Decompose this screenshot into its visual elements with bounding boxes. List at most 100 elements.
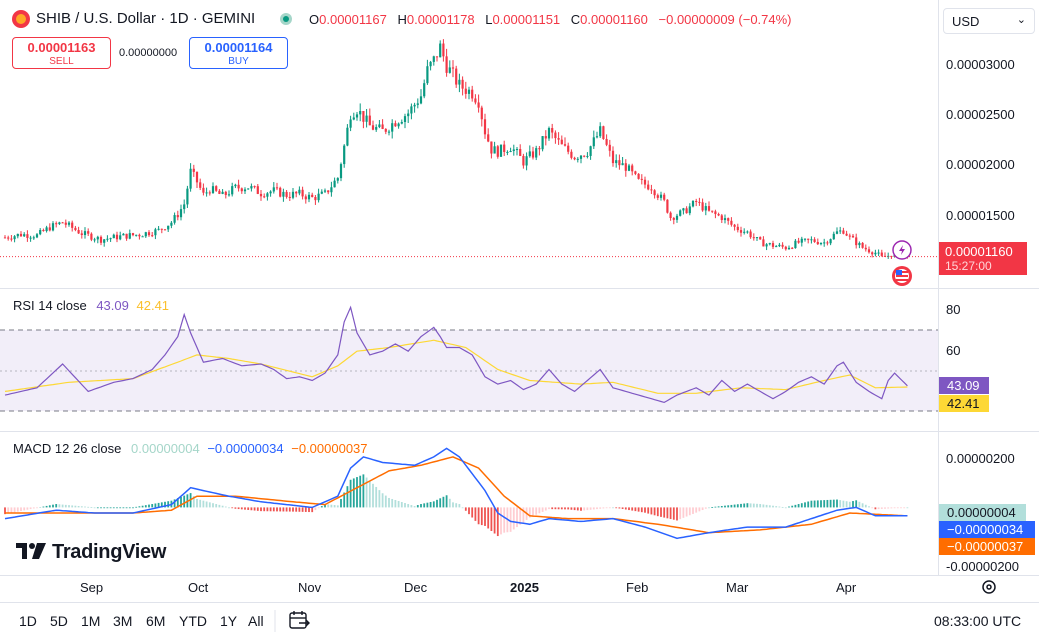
candle-body[interactable] — [592, 137, 595, 147]
candle-body[interactable] — [288, 196, 291, 198]
candle-body[interactable] — [624, 163, 627, 171]
candle-body[interactable] — [682, 208, 685, 211]
candle-body[interactable] — [272, 187, 275, 192]
timeframe-5d[interactable]: 5D — [50, 613, 68, 629]
candle-body[interactable] — [35, 234, 39, 238]
candle-body[interactable] — [685, 208, 688, 214]
candle-body[interactable] — [515, 149, 519, 151]
candle-body[interactable] — [679, 210, 682, 216]
candle-body[interactable] — [455, 68, 458, 85]
candle-body[interactable] — [87, 231, 90, 234]
candle-body[interactable] — [435, 56, 439, 58]
candle-body[interactable] — [269, 191, 272, 194]
candle-body[interactable] — [656, 195, 659, 198]
candle-body[interactable] — [551, 128, 554, 133]
candle-body[interactable] — [307, 194, 311, 200]
candle-body[interactable] — [179, 209, 183, 218]
candle-body[interactable] — [458, 79, 461, 85]
candle-body[interactable] — [298, 189, 301, 194]
candle-body[interactable] — [45, 227, 48, 232]
candle-body[interactable] — [42, 229, 45, 232]
candle-body[interactable] — [512, 149, 515, 152]
candle-body[interactable] — [727, 218, 730, 221]
candle-body[interactable] — [240, 188, 243, 192]
macd-line[interactable] — [4, 447, 908, 540]
candle-body[interactable] — [704, 206, 707, 211]
candle-body[interactable] — [311, 194, 314, 198]
candle-body[interactable] — [51, 223, 55, 231]
candle-body[interactable] — [90, 233, 93, 240]
candle-body[interactable] — [23, 234, 26, 237]
candle-body[interactable] — [423, 83, 426, 97]
candle-body[interactable] — [528, 151, 531, 157]
candle-body[interactable] — [538, 148, 541, 150]
candle-body[interactable] — [234, 184, 237, 187]
candle-body[interactable] — [615, 160, 618, 164]
candle-body[interactable] — [595, 136, 599, 138]
candle-body[interactable] — [410, 106, 413, 114]
candle-body[interactable] — [695, 200, 698, 202]
timeframe-3m[interactable]: 3M — [113, 613, 133, 629]
candle-body[interactable] — [192, 168, 195, 172]
candle-body[interactable] — [736, 226, 739, 231]
candle-body[interactable] — [119, 235, 122, 240]
candle-body[interactable] — [237, 184, 240, 189]
candle-body[interactable] — [467, 89, 471, 94]
candle-body[interactable] — [477, 102, 480, 108]
candle-body[interactable] — [429, 61, 432, 67]
candle-body[interactable] — [407, 113, 410, 117]
candle-body[interactable] — [813, 239, 816, 242]
candle-body[interactable] — [842, 230, 845, 234]
candle-body[interactable] — [250, 186, 253, 189]
candle-body[interactable] — [797, 240, 800, 243]
candle-body[interactable] — [787, 247, 791, 250]
candle-body[interactable] — [506, 151, 509, 153]
candle-body[interactable] — [368, 115, 371, 126]
candle-body[interactable] — [141, 236, 144, 238]
candle-body[interactable] — [48, 227, 51, 231]
candle-body[interactable] — [707, 206, 711, 211]
candle-body[interactable] — [499, 144, 503, 157]
candle-body[interactable] — [304, 196, 307, 200]
candle-body[interactable] — [851, 235, 855, 238]
candle-body[interactable] — [711, 210, 714, 212]
candle-body[interactable] — [282, 191, 285, 197]
candle-body[interactable] — [39, 229, 42, 235]
candle-body[interactable] — [509, 151, 512, 153]
candle-body[interactable] — [365, 115, 368, 122]
candle-body[interactable] — [503, 144, 506, 152]
candle-body[interactable] — [759, 237, 762, 240]
candle-body[interactable] — [487, 134, 490, 142]
candle-body[interactable] — [781, 244, 784, 247]
candle-body[interactable] — [464, 88, 467, 94]
candle-body[interactable] — [71, 222, 74, 228]
candle-body[interactable] — [323, 190, 327, 192]
candle-body[interactable] — [768, 243, 771, 245]
candle-body[interactable] — [205, 192, 208, 194]
candle-body[interactable] — [301, 189, 304, 197]
candle-body[interactable] — [208, 192, 211, 194]
candle-body[interactable] — [10, 238, 13, 240]
candle-body[interactable] — [355, 114, 359, 118]
candle-body[interactable] — [218, 190, 221, 194]
candle-body[interactable] — [13, 236, 16, 240]
macd-legend[interactable]: MACD 12 26 close 0.00000004 −0.00000034 … — [13, 441, 368, 456]
candle-body[interactable] — [7, 237, 10, 239]
candle-body[interactable] — [19, 233, 23, 237]
candle-body[interactable] — [330, 187, 333, 193]
candle-body[interactable] — [109, 238, 112, 240]
candle-body[interactable] — [672, 218, 675, 220]
candle-body[interactable] — [378, 124, 381, 128]
candle-body[interactable] — [848, 235, 851, 237]
candle-body[interactable] — [791, 247, 794, 249]
candle-body[interactable] — [349, 119, 352, 128]
candle-body[interactable] — [474, 98, 477, 103]
candle-body[interactable] — [211, 186, 215, 194]
candle-body[interactable] — [618, 160, 621, 166]
rsi-line[interactable] — [4, 305, 908, 404]
candle-body[interactable] — [599, 126, 602, 137]
candle-body[interactable] — [451, 67, 455, 69]
timeframe-1m[interactable]: 1M — [81, 613, 101, 629]
candle-body[interactable] — [426, 66, 429, 84]
candle-body[interactable] — [403, 116, 407, 123]
